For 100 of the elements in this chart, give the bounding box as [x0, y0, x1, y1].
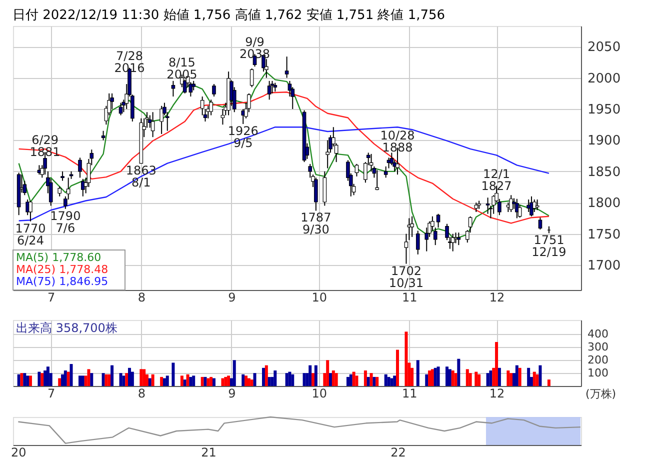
bar [172, 362, 175, 386]
annotation: 1926 9/5 [228, 124, 258, 150]
candlestick [58, 186, 62, 197]
bar [506, 370, 510, 386]
bar [250, 380, 254, 386]
text: MA(25) 1,778.48 [16, 263, 108, 276]
x-tick-label: 7 [48, 386, 56, 400]
annotation: 7/28 2016 [114, 48, 145, 75]
candlestick [60, 170, 64, 182]
bar [312, 373, 315, 386]
candlestick [384, 166, 388, 178]
bar [38, 372, 41, 386]
x-tick-label: 10 [312, 386, 327, 400]
y-tick-label: 200 [588, 354, 608, 367]
candlestick [436, 213, 440, 228]
bar [142, 369, 146, 386]
candlestick [416, 230, 420, 255]
y-tick-label: 100 [588, 366, 608, 380]
chart-title: 日付 2022/12/19 11:30 始値 1,756 高値 1,762 安値 1,751 終値 1,756 [12, 7, 446, 23]
x-tick-label: 11 [402, 386, 418, 400]
y-tick-label: 1950 [588, 102, 621, 118]
bar [23, 373, 26, 386]
y-tick-label: 1850 [588, 164, 621, 180]
x-tick-label: 8 [138, 386, 146, 400]
bar [104, 374, 108, 386]
x-tick-label: 12 [489, 290, 505, 304]
bar [20, 373, 24, 386]
candlestick [264, 58, 268, 78]
text: MA(5) 1,778.60 [16, 251, 102, 264]
bar [510, 373, 513, 386]
y-tick-label: 1750 [588, 227, 621, 242]
candlestick [212, 84, 216, 98]
bar [122, 376, 126, 386]
bar [355, 376, 358, 386]
bar [128, 368, 132, 386]
bar [404, 332, 408, 386]
bar [547, 380, 550, 386]
x-tick-label: 7 [48, 290, 56, 304]
bar [393, 376, 396, 386]
bar [160, 376, 164, 386]
candlestick [410, 216, 414, 238]
y-tick-label: 2000 [588, 71, 621, 86]
annotation: 12/1 1827 [481, 166, 512, 193]
bar [212, 378, 216, 386]
candlestick [150, 112, 155, 138]
bar [140, 369, 143, 386]
x-tick-label: 22 [390, 446, 406, 460]
bar [253, 373, 256, 386]
bar [264, 365, 268, 386]
x-tick-label: 9 [228, 386, 236, 400]
bar [376, 376, 379, 386]
annotation: 1790 7/6 [50, 208, 81, 235]
bar [242, 374, 245, 386]
y-tick-label: 2050 [588, 40, 621, 56]
bar [532, 372, 536, 386]
bar [46, 366, 50, 386]
bar [334, 373, 338, 386]
bar [221, 378, 224, 386]
bar [148, 378, 152, 386]
candlestick [486, 197, 490, 214]
bar [436, 366, 440, 386]
y-tick-label: 1700 [588, 258, 621, 274]
bar [44, 370, 47, 386]
y-tick-label: 1900 [588, 134, 621, 149]
bar [247, 378, 250, 386]
bar [262, 368, 266, 386]
annotation: 1751 12/19 [532, 233, 566, 260]
bar [425, 374, 428, 386]
bar [314, 365, 318, 386]
y-axis-title: (万株) [586, 388, 616, 400]
candlestick [532, 199, 536, 212]
candlestick [160, 105, 164, 134]
bar [26, 376, 30, 386]
bar [396, 350, 399, 386]
bar [474, 372, 478, 386]
bar [326, 360, 330, 386]
x-tick-label: 21 [201, 446, 216, 460]
bar [364, 370, 367, 386]
bar [78, 376, 82, 386]
bar [130, 372, 134, 386]
candlestick [250, 68, 254, 88]
y-tick-label: 400 [588, 328, 608, 341]
annotation: 8/15 2005 [166, 56, 198, 82]
candlestick [375, 170, 380, 191]
candlestick [474, 202, 478, 212]
bar [430, 369, 434, 386]
bar [495, 342, 498, 386]
x-tick-label: 20 [11, 446, 26, 460]
bar [384, 374, 388, 386]
candlestick [509, 194, 513, 212]
bar [434, 368, 437, 386]
bar [446, 366, 449, 386]
bar [328, 373, 332, 386]
candlestick [78, 157, 82, 178]
bar [349, 374, 352, 386]
candlestick [404, 233, 408, 264]
x-tick-label: 8 [138, 290, 146, 304]
x-tick-label: 9 [228, 290, 236, 304]
bar [308, 365, 312, 386]
bar [366, 376, 370, 386]
